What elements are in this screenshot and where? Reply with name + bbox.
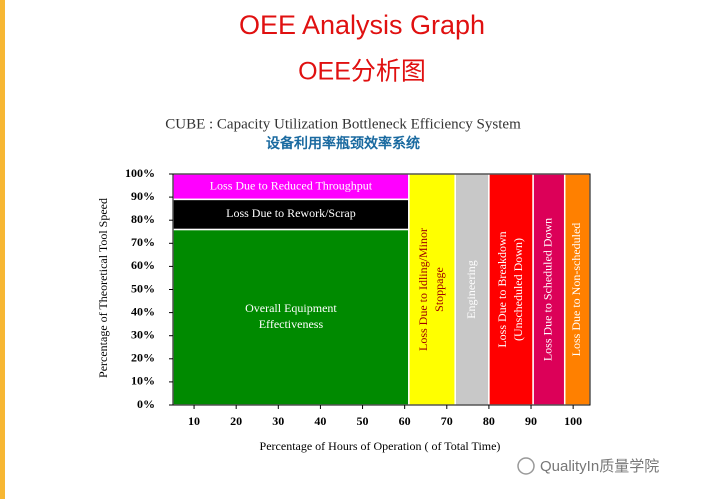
block-label: Stoppage bbox=[432, 267, 446, 312]
y-tick-label: 0% bbox=[137, 397, 155, 411]
block-label: Loss Due to Breakdown bbox=[495, 231, 509, 347]
y-tick-label: 90% bbox=[131, 189, 155, 203]
y-tick-label: 70% bbox=[131, 235, 155, 249]
x-tick-label: 90 bbox=[525, 414, 537, 428]
x-tick-label: 80 bbox=[483, 414, 495, 428]
y-tick-label: 80% bbox=[131, 212, 155, 226]
y-tick-label: 10% bbox=[131, 374, 155, 388]
block-label: Effectiveness bbox=[259, 317, 324, 331]
x-tick-label: 10 bbox=[188, 414, 200, 428]
chart-subtitle: OEE分析图 bbox=[298, 58, 426, 86]
side-strip bbox=[0, 0, 5, 499]
caption: CUBE : Capacity Utilization Bottleneck E… bbox=[165, 116, 521, 132]
y-tick-label: 30% bbox=[131, 327, 155, 341]
block-label: Loss Due to Non-scheduled bbox=[569, 223, 583, 357]
x-axis-label: Percentage of Hours of Operation ( of To… bbox=[260, 439, 501, 453]
block-label: Overall Equipment bbox=[245, 301, 337, 315]
chart-title: OEE Analysis Graph bbox=[239, 10, 485, 40]
y-tick-label: 20% bbox=[131, 351, 155, 365]
block bbox=[172, 198, 410, 231]
block-label: Loss Due to Idling/Minor bbox=[416, 228, 430, 351]
watermark: QualityIn质量学院 bbox=[540, 457, 659, 475]
block-label: Loss Due to Scheduled Down bbox=[541, 218, 555, 361]
x-tick-label: 70 bbox=[441, 414, 453, 428]
y-axis-label: Percentage of Theoretical Tool Speed bbox=[96, 198, 110, 378]
y-tick-label: 40% bbox=[131, 304, 155, 318]
caption-cn: 设备利用率瓶颈效率系统 bbox=[266, 135, 420, 152]
y-tick-label: 100% bbox=[125, 166, 155, 180]
x-tick-label: 100 bbox=[564, 414, 582, 428]
y-tick-label: 60% bbox=[131, 258, 155, 272]
x-tick-label: 60 bbox=[399, 414, 411, 428]
x-tick-label: 50 bbox=[357, 414, 369, 428]
block-label: Loss Due to Rework/Scrap bbox=[226, 206, 356, 220]
block bbox=[172, 173, 410, 201]
block-label: Loss Due to Reduced Throughput bbox=[210, 178, 373, 192]
block bbox=[172, 228, 410, 406]
block-label: Engineering bbox=[464, 260, 478, 319]
y-tick-label: 50% bbox=[131, 281, 155, 295]
x-tick-label: 40 bbox=[314, 414, 326, 428]
x-tick-label: 20 bbox=[230, 414, 242, 428]
x-tick-label: 30 bbox=[272, 414, 284, 428]
wechat-icon bbox=[517, 457, 535, 475]
block bbox=[563, 173, 591, 406]
block bbox=[488, 173, 534, 406]
block-label: (Unscheduled Down) bbox=[511, 238, 525, 341]
